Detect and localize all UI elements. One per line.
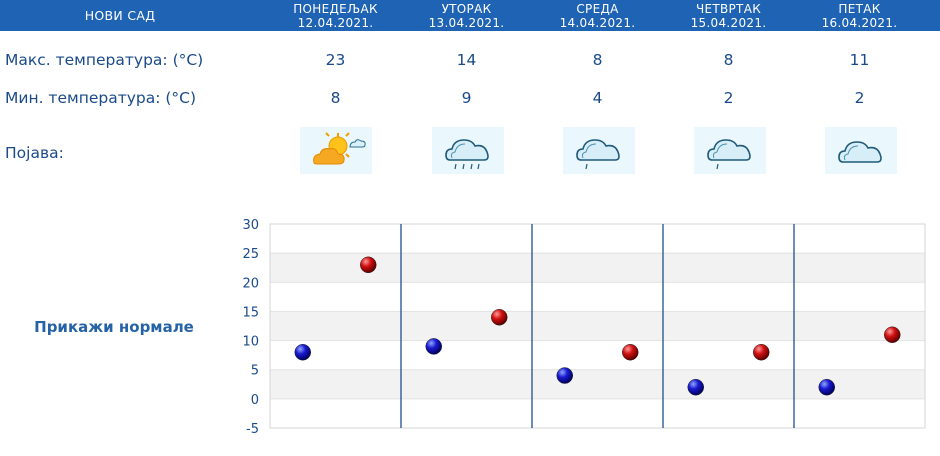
day-name: СРЕДА	[576, 2, 619, 16]
max-temp-marker	[884, 326, 901, 343]
day-date: 14.04.2021.	[559, 16, 636, 30]
min-temp-label: Мин. температура: (°C)	[5, 89, 197, 107]
min-temp-value: 4	[592, 89, 603, 107]
min-temp-value: 2	[723, 89, 734, 107]
max-temp-value: 14	[456, 51, 477, 69]
day-date: 13.04.2021.	[428, 16, 505, 30]
y-tick-label: 10	[242, 335, 259, 350]
max-temp-value: 11	[849, 51, 870, 69]
y-tick-label: 15	[242, 305, 259, 320]
max-temp-marker	[491, 309, 508, 326]
min-temp-marker	[425, 338, 442, 355]
y-tick-label: 30	[242, 218, 259, 233]
min-temp-marker	[556, 367, 573, 384]
min-temp-value: 8	[330, 89, 341, 107]
y-tick-label: -5	[246, 422, 259, 437]
cloud-drizzle-icon	[694, 127, 766, 174]
plot-frame	[269, 223, 926, 429]
max-temp-value: 8	[592, 51, 603, 69]
day-header-mon: ПОНЕДЕЉАК 12.04.2021.	[270, 2, 401, 30]
day-date: 12.04.2021.	[297, 16, 374, 30]
day-date: 15.04.2021.	[690, 16, 767, 30]
city-name: НОВИ САД	[84, 8, 156, 23]
cloud-icon	[825, 127, 897, 174]
min-temp-marker	[818, 378, 835, 396]
header-bar: НОВИ САД ПОНЕДЕЉАК 12.04.2021. УТОРАК 13…	[0, 0, 940, 31]
day-header-fri: ПЕТАК 16.04.2021.	[794, 2, 925, 30]
max-temp-marker	[622, 343, 639, 361]
max-temp-label: Макс. температура: (°C)	[5, 51, 204, 69]
day-header-tue: УТОРАК 13.04.2021.	[401, 2, 532, 30]
sun-cloud-icon	[300, 127, 372, 174]
grid-band	[270, 369, 925, 399]
grid-band	[270, 311, 925, 341]
day-name: ПОНЕДЕЉАК	[293, 2, 378, 16]
y-tick-label: 25	[242, 247, 259, 262]
max-temp-value: 23	[325, 51, 346, 69]
show-normals-link[interactable]: Прикажи нормале	[34, 318, 194, 336]
max-temp-value: 8	[723, 51, 734, 69]
day-name: ПЕТАК	[838, 2, 881, 16]
cloud-rain-icon	[432, 127, 504, 174]
min-temp-marker	[294, 343, 311, 361]
day-date: 16.04.2021.	[821, 16, 898, 30]
max-temp-marker	[360, 256, 377, 274]
min-temp-value: 2	[854, 89, 865, 107]
phenomenon-label: Појава:	[5, 144, 64, 162]
min-temp-marker	[687, 378, 704, 396]
y-tick-label: 5	[251, 364, 259, 379]
max-temp-marker	[753, 343, 770, 361]
day-name: ЧЕТВРТАК	[695, 2, 762, 16]
y-tick-label: 0	[251, 393, 259, 408]
y-tick-label: 20	[242, 276, 259, 291]
min-temp-value: 9	[461, 89, 472, 107]
day-name: УТОРАК	[441, 2, 492, 16]
day-header-thu: ЧЕТВРТАК 15.04.2021.	[663, 2, 794, 30]
cloud-drizzle-icon	[563, 127, 635, 174]
grid-band	[270, 253, 925, 283]
day-header-wed: СРЕДА 14.04.2021.	[532, 2, 663, 30]
